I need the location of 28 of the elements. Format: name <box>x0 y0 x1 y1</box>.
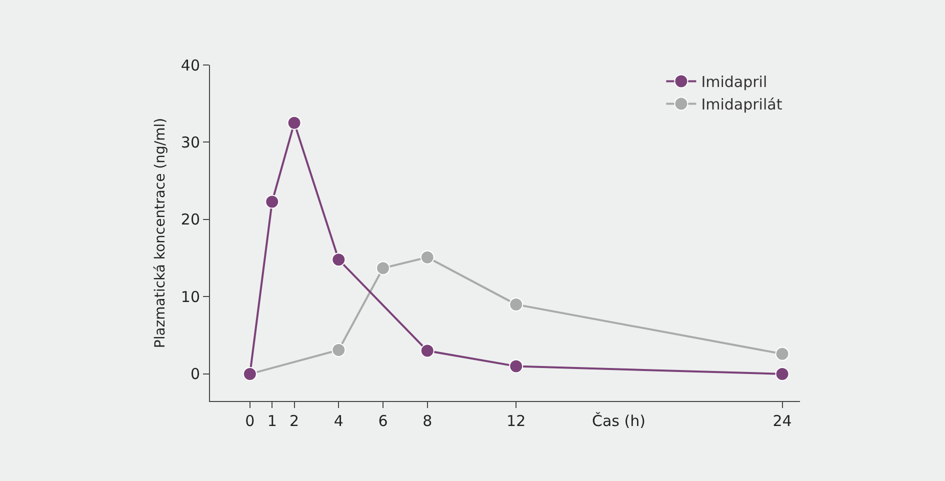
point <box>509 359 524 374</box>
x-tick-label: 2 <box>290 412 300 430</box>
x-tick-label: 8 <box>422 412 432 430</box>
y-tick-label: 0 <box>190 365 200 384</box>
x-tick-label: 6 <box>378 412 388 430</box>
x-tick-label: 12 <box>506 412 526 430</box>
point <box>775 366 790 381</box>
y-axis-title: Plazmatická koncentrace (ng/ml) <box>152 118 169 348</box>
point <box>265 194 280 209</box>
x-tick-label: 24 <box>772 412 792 430</box>
point <box>509 297 524 312</box>
point <box>332 343 346 358</box>
y-tick-label: 30 <box>180 133 200 152</box>
y-tick-label: 20 <box>180 210 200 229</box>
x-tick-label: 1 <box>267 412 277 430</box>
point <box>420 344 434 358</box>
y-tick-label: 40 <box>180 56 200 74</box>
point <box>332 252 346 267</box>
legend-label: Imidaprilát <box>701 96 782 114</box>
point <box>775 346 790 361</box>
x-tick-label: 4 <box>334 412 344 430</box>
point <box>420 250 434 264</box>
y-tick-label: 10 <box>180 288 200 306</box>
point <box>287 116 302 130</box>
x-tick-label: 0 <box>245 412 255 430</box>
legend-label: Imidapril <box>701 73 768 92</box>
point <box>376 261 390 276</box>
x-axis-title: Čas (h) <box>592 412 646 430</box>
